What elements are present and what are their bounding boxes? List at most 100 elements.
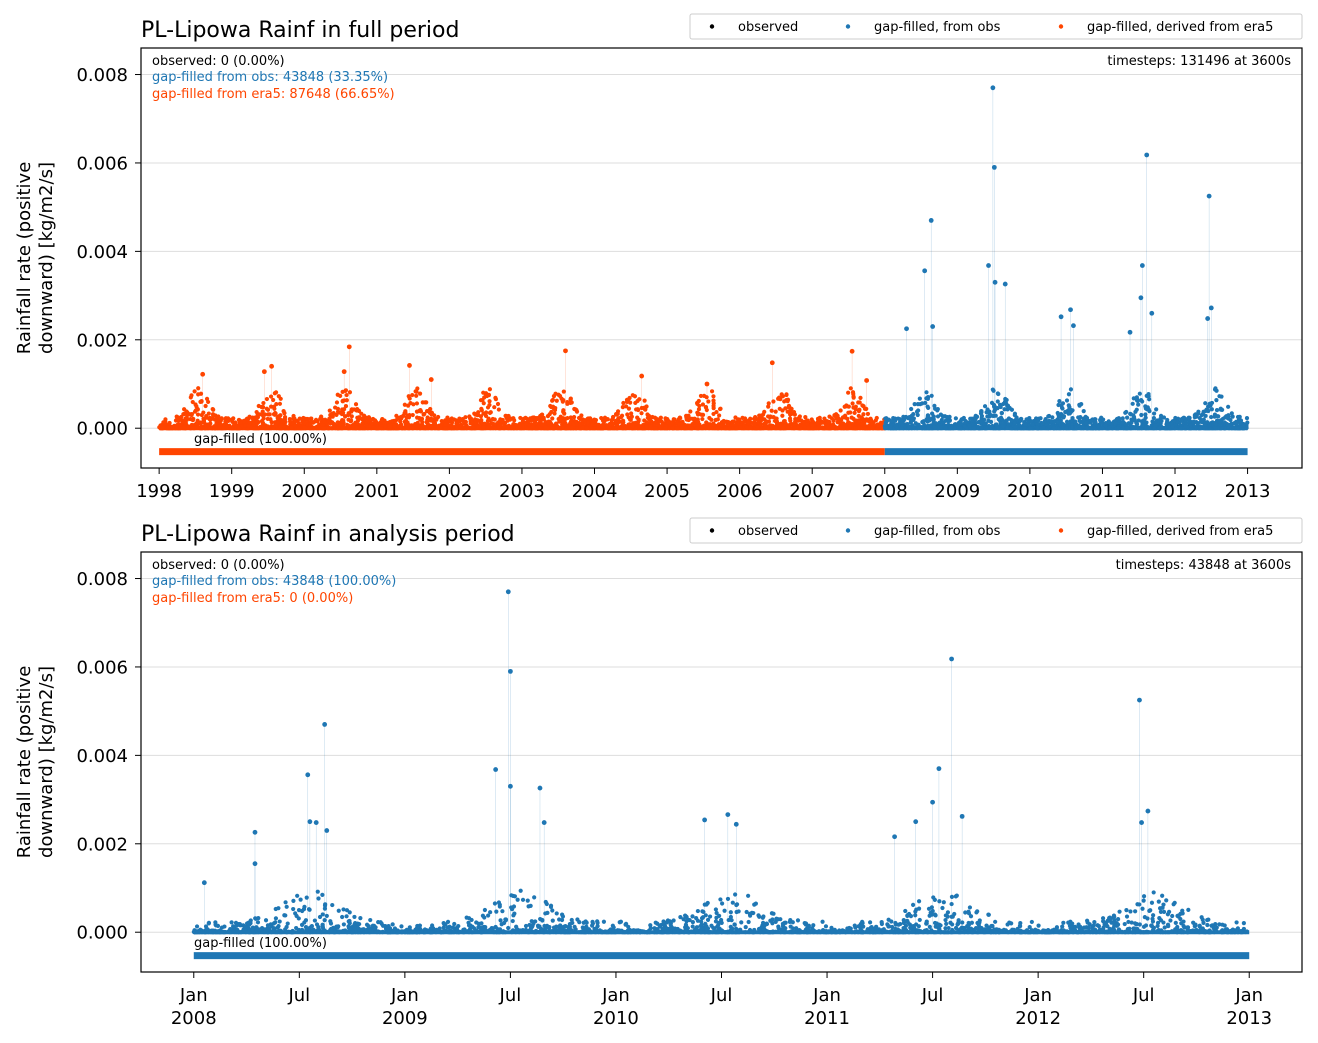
data-point: [1023, 422, 1028, 427]
data-point: [1024, 417, 1029, 422]
data-point: [195, 406, 200, 412]
data-point: [419, 416, 424, 422]
peak-point: [928, 218, 934, 223]
data-point: [780, 408, 785, 413]
data-point: [713, 417, 718, 423]
data-point: [479, 406, 484, 411]
data-point: [160, 425, 165, 430]
data-point: [707, 914, 713, 919]
data-point: [851, 391, 856, 397]
peak-point: [1002, 281, 1008, 287]
y-tick-label: 0.008: [76, 65, 128, 86]
data-point: [463, 415, 468, 420]
data-point: [921, 419, 926, 424]
data-point: [161, 420, 166, 425]
data-point: [610, 421, 615, 426]
data-point: [471, 425, 476, 430]
data-point: [958, 421, 964, 426]
data-point: [707, 415, 712, 421]
data-point: [1056, 414, 1062, 419]
data-point: [194, 421, 199, 426]
chart-analysis-period: PL-Lipowa Rainf in analysis period obser…: [14, 517, 1303, 1029]
data-point: [349, 407, 354, 412]
axes-frame: [140, 47, 1303, 469]
data-point: [500, 909, 505, 914]
data-point: [267, 412, 272, 417]
data-point: [1235, 426, 1240, 431]
data-point: [650, 414, 655, 420]
data-point: [1014, 416, 1019, 421]
data-point: [915, 402, 921, 407]
stat-timesteps: timesteps: 131496 at 3600s: [1107, 54, 1291, 69]
data-point: [958, 426, 963, 431]
data-point: [1072, 419, 1077, 424]
data-point: [761, 412, 766, 417]
data-point: [1058, 422, 1063, 427]
data-point: [1195, 421, 1201, 426]
data-point: [831, 418, 836, 423]
data-point: [1206, 408, 1211, 414]
data-point: [190, 425, 195, 431]
data-point: [178, 426, 183, 431]
x-tick-label: 2012: [1152, 481, 1198, 502]
data-point: [1196, 409, 1201, 414]
data-point: [1136, 402, 1141, 407]
data-point: [713, 907, 719, 912]
data-point: [1241, 423, 1246, 428]
data-point: [864, 406, 869, 412]
data-point: [300, 417, 305, 422]
data-point: [550, 426, 556, 431]
data-point: [1064, 419, 1070, 424]
data-point: [1230, 414, 1235, 419]
data-point: [1051, 419, 1057, 425]
data-point: [282, 414, 288, 420]
data-point: [913, 421, 918, 426]
data-point: [334, 412, 339, 417]
data-point: [470, 420, 475, 426]
data-point: [271, 404, 277, 409]
x-tick-label: 2013: [1225, 481, 1271, 502]
data-point: [1139, 398, 1144, 403]
data-point: [229, 417, 234, 422]
data-point: [410, 412, 415, 418]
data-point: [695, 400, 700, 406]
data-point: [678, 416, 683, 421]
gapfilled-bar-obs: [193, 952, 1250, 960]
data-point: [577, 421, 582, 426]
data-point: [1191, 419, 1196, 424]
data-point: [622, 425, 628, 431]
data-point: [773, 409, 778, 414]
data-point: [929, 393, 934, 398]
data-point: [335, 426, 341, 431]
data-point: [907, 425, 913, 430]
data-point: [959, 417, 964, 422]
data-point: [609, 418, 614, 423]
data-point: [569, 425, 574, 430]
data-point: [486, 418, 491, 423]
data-point: [420, 420, 425, 425]
data-point: [353, 402, 359, 407]
data-point: [863, 426, 868, 431]
data-point: [707, 426, 712, 431]
data-point: [856, 400, 861, 405]
data-point: [242, 423, 248, 428]
data-point: [738, 425, 743, 430]
data-point: [1201, 409, 1206, 414]
data-point: [698, 393, 704, 399]
peak-point: [1208, 305, 1214, 311]
data-point: [846, 390, 851, 395]
data-point: [308, 417, 314, 422]
data-point: [642, 418, 647, 423]
data-point: [415, 423, 420, 428]
data-point: [827, 414, 832, 419]
chart-title: PL-Lipowa Rainf in analysis period: [141, 522, 515, 547]
data-point: [1089, 418, 1094, 423]
data-point: [198, 399, 203, 404]
data-point: [330, 411, 335, 417]
data-point: [557, 416, 562, 422]
data-point: [360, 421, 365, 426]
data-point: [327, 408, 332, 413]
peak-point: [769, 360, 775, 366]
data-point: [771, 399, 776, 404]
data-point: [276, 394, 281, 399]
